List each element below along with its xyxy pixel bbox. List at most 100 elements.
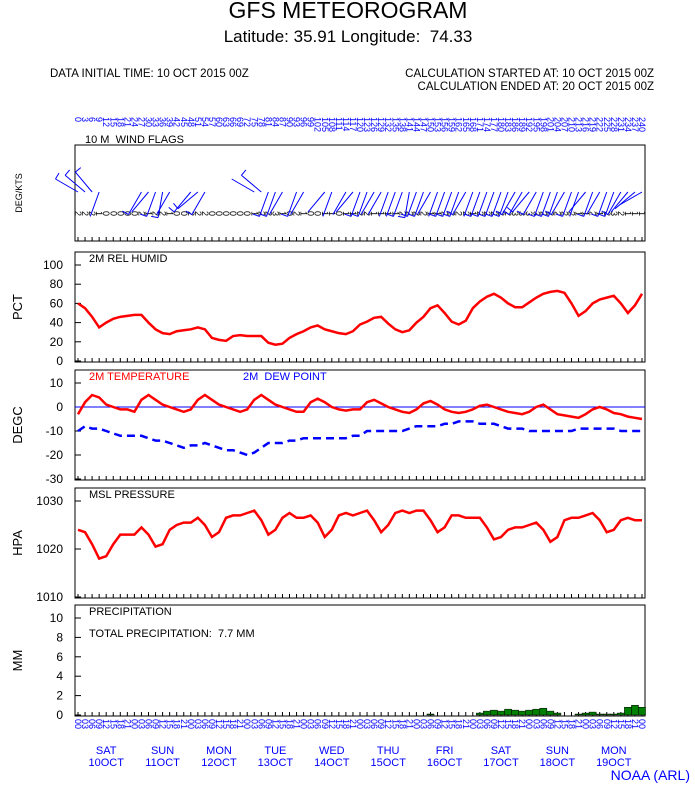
forecast-hour-label: 75 (249, 117, 259, 127)
wind-barb (131, 191, 149, 213)
precip-bar (610, 713, 618, 716)
forecast-hour-label: 60 (214, 117, 224, 127)
hour-label: 09 (602, 719, 612, 729)
hour-label: 00 (637, 719, 647, 729)
wind-barb (436, 191, 453, 217)
forecast-hour-label: 33 (151, 117, 161, 127)
wind-speed: 1 (581, 211, 591, 216)
wind-speed: 0 (214, 211, 224, 216)
hour-label: 15 (221, 719, 231, 729)
precip-bar (553, 712, 562, 716)
hour-label: 06 (200, 719, 210, 729)
wind-barb (492, 191, 509, 217)
day-label: MON (601, 745, 627, 757)
wind-speed: 1 (574, 211, 584, 216)
wind-barb (610, 191, 629, 213)
panel-title: 2M REL HUMID (89, 253, 167, 265)
precip-bar (525, 709, 533, 716)
hour-label: 06 (369, 719, 379, 729)
wind-speed: 0 (285, 211, 295, 216)
wind-barb (464, 191, 481, 217)
wind-barb (591, 191, 608, 217)
hour-label: 09 (433, 719, 443, 729)
forecast-hour-label: 180 (496, 117, 506, 132)
hour-label: 21 (179, 719, 189, 729)
wind-barb (252, 191, 269, 217)
day-label: THU (377, 745, 400, 757)
forecast-hour-label: 186 (510, 117, 520, 132)
wind-barb (485, 191, 502, 217)
forecast-hour-label: 153 (433, 117, 443, 132)
forecast-hour-label: 204 (552, 117, 562, 132)
hour-label: 03 (80, 719, 90, 729)
forecast-hour-label: 108 (327, 117, 337, 132)
precip-bar (546, 710, 555, 716)
y-tick-label: 1030 (36, 494, 63, 508)
hour-label: 21 (461, 719, 471, 729)
forecast-hour-label: 177 (489, 117, 499, 132)
precip-bar (483, 710, 491, 716)
forecast-hour-label: 237 (630, 117, 640, 132)
forecast-hour-label: 105 (320, 117, 330, 132)
hour-label: 18 (285, 719, 295, 729)
wind-barb (259, 191, 276, 217)
forecast-hour-label: 219 (588, 117, 598, 132)
y-axis-label: HPA (10, 530, 25, 556)
forecast-hour-label: 102 (313, 117, 323, 132)
hour-label: 09 (263, 719, 273, 729)
precip-bar (588, 711, 597, 716)
forecast-hour-label: 36 (158, 117, 168, 127)
wind-barb (156, 191, 171, 215)
y-tick-label: 0 (56, 708, 63, 722)
wind-barb (428, 191, 439, 217)
hour-label: 09 (207, 719, 217, 729)
wind-barb (541, 191, 558, 217)
forecast-hour-label: 123 (362, 117, 372, 132)
forecast-hour-label: 213 (574, 117, 584, 132)
hour-label: 06 (595, 719, 605, 729)
wind-barb (619, 191, 643, 206)
forecast-hour-label: 6 (87, 117, 97, 122)
wind-speed: 3 (531, 211, 541, 216)
forecast-hour-label: 132 (383, 117, 393, 132)
wind-barb (443, 191, 460, 217)
precip-bar (617, 712, 625, 716)
forecast-hour-label: 21 (122, 117, 132, 127)
hour-label: 12 (214, 719, 224, 729)
forecast-hour-label: 159 (447, 117, 457, 132)
wind-speed: 2 (80, 211, 90, 216)
date-label: 13OCT (258, 757, 294, 769)
wind-speed: 1 (299, 211, 309, 216)
precip-bar (638, 706, 646, 716)
wind-barb (555, 191, 572, 217)
forecast-hour-label: 126 (369, 117, 379, 132)
hour-label: 21 (574, 719, 584, 729)
wind-barb (397, 191, 410, 219)
hour-label: 00 (186, 719, 196, 729)
day-label: WED (319, 745, 345, 757)
y-axis-label: MM (10, 650, 25, 672)
wind-speed: 1 (426, 211, 436, 216)
y-tick-label: 40 (50, 316, 64, 330)
forecast-hour-label: 135 (390, 117, 400, 132)
wind-speed: 2 (588, 211, 598, 216)
hour-label: 21 (348, 719, 358, 729)
series-line (77, 509, 642, 561)
wind-speed: 2 (418, 211, 428, 216)
forecast-hour-label: 51 (193, 117, 203, 127)
forecast-hour-label: 27 (136, 117, 146, 127)
y-tick-label: 0 (56, 400, 63, 414)
y-tick-label: 4 (56, 669, 63, 683)
hour-label: 00 (411, 719, 421, 729)
wind-speed: 1 (94, 211, 104, 216)
precip-bar (539, 707, 548, 716)
legend-entry: 2M TEMPERATURE (89, 371, 189, 383)
forecast-hour-label: 57 (207, 117, 217, 127)
forecast-hour-label: 99 (306, 117, 316, 127)
forecast-hour-label: 9 (94, 117, 104, 122)
y-tick-label: 0 (56, 354, 63, 368)
forecast-hour-label: 15 (108, 117, 118, 127)
forecast-hour-label: 0 (73, 117, 83, 122)
wind-barb (378, 191, 389, 217)
hour-label: 18 (397, 719, 407, 729)
